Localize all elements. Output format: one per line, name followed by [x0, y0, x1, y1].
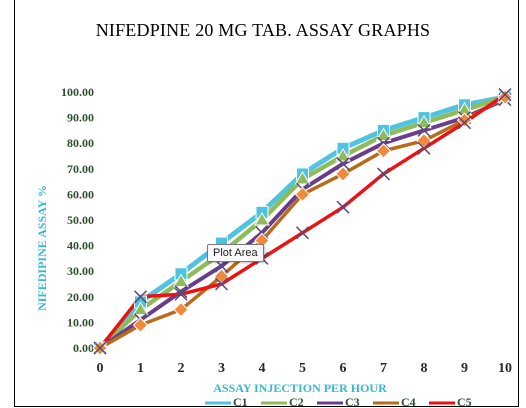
data-point-c4[interactable] [335, 166, 351, 182]
y-tick-label: 0.00 [73, 341, 94, 355]
x-tick-label: 0 [97, 361, 104, 376]
chart-frame [14, 0, 519, 407]
data-point-c2[interactable] [375, 127, 392, 142]
x-tick-label: 8 [421, 361, 428, 376]
legend-label: C1 [233, 395, 248, 408]
data-point-c3[interactable] [174, 285, 188, 299]
data-point-c4[interactable] [173, 301, 189, 318]
x-tick-label: 10 [498, 361, 512, 376]
data-point-c4[interactable] [294, 186, 311, 203]
legend-label: C5 [457, 395, 472, 408]
data-point-c2[interactable] [335, 148, 351, 162]
y-tick-label: 90.00 [67, 111, 94, 125]
data-point-c5[interactable] [336, 200, 350, 214]
x-tick-label: 7 [380, 361, 387, 376]
data-point-c2[interactable] [254, 212, 270, 226]
y-tick-label: 20.00 [67, 290, 94, 304]
data-point-c5[interactable] [133, 290, 148, 304]
data-point-c3[interactable] [336, 157, 350, 171]
y-tick-label: 30.00 [67, 264, 94, 278]
data-point-c3[interactable] [417, 123, 431, 137]
data-point-c5[interactable] [214, 277, 229, 291]
data-point-c4[interactable] [375, 143, 392, 159]
y-axis-title: NIFEDIPINE ASSAY % [35, 185, 49, 311]
data-point-c5[interactable] [174, 287, 188, 301]
data-point-c3[interactable] [214, 259, 229, 273]
x-tick-label: 4 [259, 361, 266, 376]
data-point-c5[interactable] [417, 141, 431, 155]
x-tick-label: 6 [340, 361, 347, 376]
data-point-c5[interactable] [498, 88, 512, 102]
data-point-c5[interactable] [93, 341, 107, 355]
series-line-c5[interactable] [98, 93, 506, 350]
y-tick-label: 60.00 [67, 187, 94, 201]
y-tick-label: 80.00 [67, 136, 94, 150]
y-tick-label: 10.00 [67, 315, 94, 329]
legend-label: C2 [289, 395, 304, 408]
x-tick-label: 2 [178, 361, 185, 376]
data-point-c5[interactable] [295, 226, 310, 240]
data-point-c5[interactable] [457, 116, 472, 130]
data-point-c4[interactable] [132, 317, 149, 333]
y-tick-label: 100.00 [61, 85, 94, 99]
y-tick-label: 70.00 [67, 162, 94, 176]
x-tick-label: 9 [461, 361, 468, 376]
x-tick-label: 3 [218, 361, 225, 376]
data-point-c2[interactable] [132, 301, 149, 316]
chart-title: NIFEDPINE 20 MG TAB. ASSAY GRAPHS [95, 20, 431, 40]
data-point-c4[interactable] [497, 89, 513, 105]
legend-label: C4 [401, 395, 416, 408]
x-tick-label: 5 [299, 361, 306, 376]
x-tick-label: 1 [137, 361, 144, 376]
y-tick-label: 50.00 [67, 213, 94, 227]
y-tick-label: 40.00 [67, 239, 94, 253]
legend-label: C3 [345, 395, 360, 408]
data-point-c2[interactable] [173, 273, 189, 287]
data-point-c2[interactable] [294, 171, 311, 185]
data-point-c2[interactable] [416, 114, 432, 129]
plot-area-tooltip: Plot Area [207, 244, 264, 262]
x-axis-title: ASSAY INJECTION PER HOUR [213, 381, 387, 395]
data-point-c5[interactable] [376, 167, 391, 181]
